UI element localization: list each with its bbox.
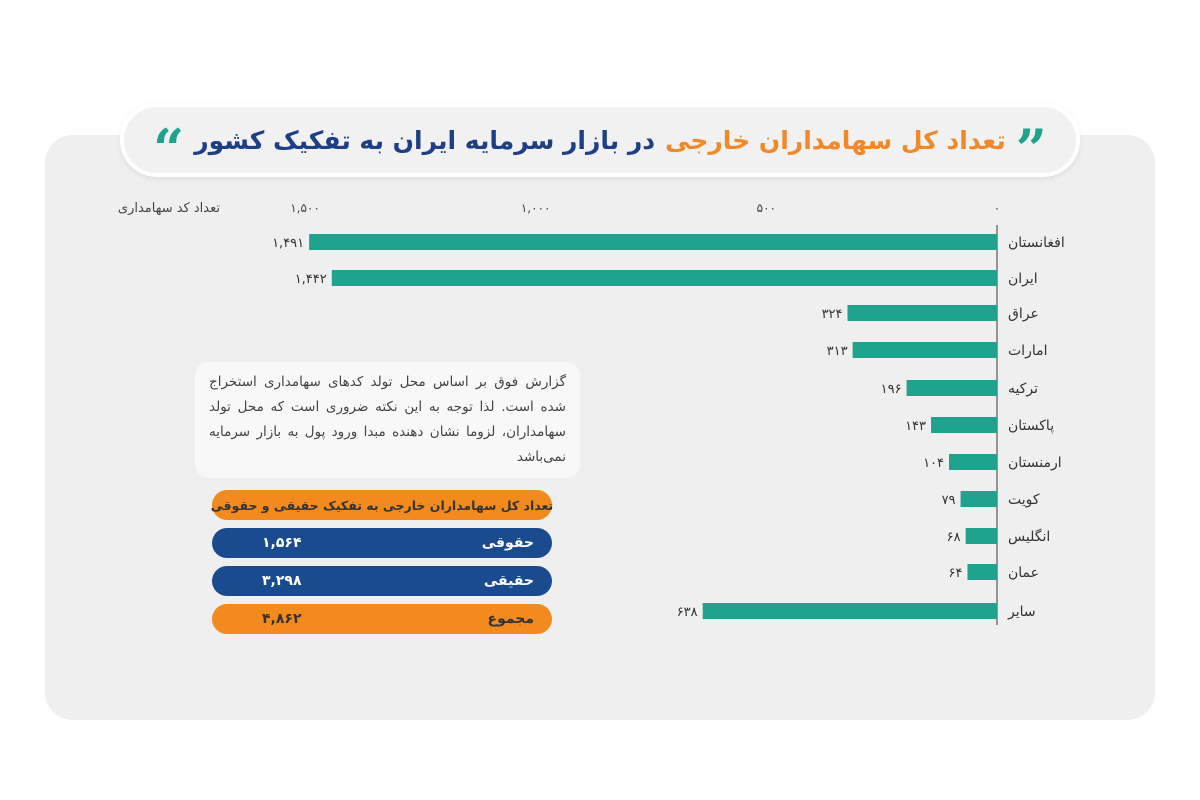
value-label: ۶۳۸ — [677, 605, 698, 620]
value-label: ۱۹۶ — [881, 382, 902, 397]
quote-close-icon: “ — [153, 117, 185, 181]
bar — [852, 342, 997, 358]
row-label: حقوقی — [481, 535, 534, 551]
value-label: ۳۲۴ — [822, 307, 843, 322]
bar — [967, 564, 997, 580]
bar — [906, 380, 997, 396]
bar — [702, 603, 997, 619]
bar — [949, 454, 997, 470]
value-label: ۳۱۳ — [827, 344, 848, 359]
row-value: ۴,۸۶۲ — [262, 611, 302, 627]
summary-header: تعداد کل سهامداران خارجی به تفکیک حقیقی … — [211, 490, 553, 520]
bar — [309, 234, 998, 250]
title-part1: تعداد کل سهامداران خارجی — [665, 125, 1006, 155]
value-label: ۱,۴۴۲ — [295, 272, 327, 287]
tick-label: ۵۰۰ — [757, 201, 776, 215]
value-label: ۱۰۴ — [923, 456, 944, 471]
category-label: عراق — [1008, 306, 1039, 322]
category-label: عمان — [1008, 565, 1039, 581]
row-label: مجموع — [487, 611, 534, 627]
value-label: ۱۴۳ — [905, 419, 926, 434]
summary-row: حقیقی ۳,۲۹۸ — [212, 566, 552, 596]
category-label: سایر — [1007, 604, 1036, 620]
bar — [931, 417, 997, 433]
bar — [965, 528, 997, 544]
category-label: ارمنستان — [1008, 455, 1062, 471]
category-label: پاکستان — [1008, 418, 1054, 434]
value-label: ۶۸ — [947, 530, 961, 545]
bar — [960, 491, 997, 507]
row-value: ۱,۵۶۴ — [262, 535, 302, 551]
title-part2: در بازار سرمایه ایران به تفکیک کشور — [194, 125, 656, 155]
row-label: حقیقی — [483, 573, 534, 589]
category-label: کویت — [1008, 492, 1040, 508]
value-label: ۷۹ — [942, 493, 956, 508]
bar — [331, 270, 997, 286]
category-label: امارات — [1008, 343, 1047, 359]
category-label: انگلیس — [1008, 528, 1050, 545]
bar — [847, 305, 997, 321]
quote-open-icon: ” — [1015, 117, 1047, 181]
summary-total-row: مجموع ۴,۸۶۲ — [212, 604, 552, 634]
tick-label: ۱,۵۰۰ — [290, 201, 320, 215]
row-value: ۳,۲۹۸ — [262, 573, 302, 589]
value-label: ۶۴ — [949, 566, 963, 581]
tick-label: ۰ — [994, 201, 1000, 215]
category-label: ترکیه — [1008, 381, 1038, 397]
category-label: ایران — [1008, 271, 1038, 287]
category-label: افغانستان — [1008, 235, 1065, 251]
x-axis-label: تعداد کد سهامداری — [118, 201, 220, 216]
value-label: ۱,۴۹۱ — [272, 236, 304, 251]
chart-title: ” تعداد کل سهامداران خارجی در بازار سرما… — [120, 103, 1080, 177]
summary-row: حقوقی ۱,۵۶۴ — [212, 528, 552, 558]
note-box: گزارش فوق بر اساس محل تولد کدهای سهامدار… — [195, 362, 580, 478]
tick-label: ۱,۰۰۰ — [521, 201, 551, 215]
